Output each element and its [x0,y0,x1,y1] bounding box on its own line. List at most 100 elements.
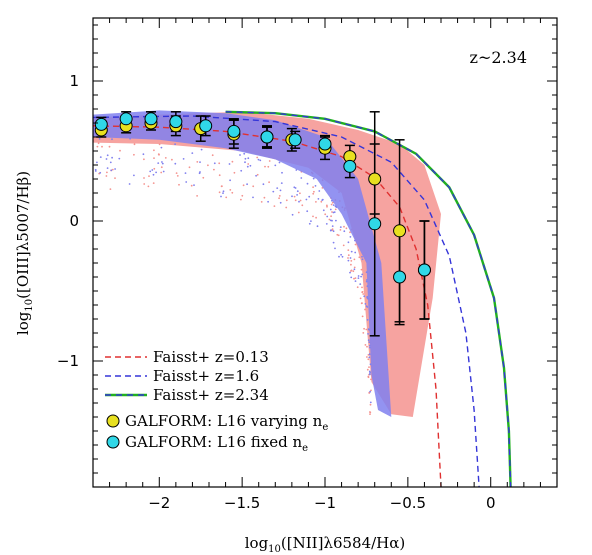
cloud-dot [218,162,221,165]
cloud-dot [361,291,364,293]
tick-labels: −2 −1.5 −1 −0.5 0 −1 0 1 [57,72,496,512]
cloud-dot [370,378,372,381]
legend-label: Faisst+ z=1.6 [153,367,259,385]
legend-label: GALFORM: L16 varying ne [125,412,328,433]
cloud-dot [306,182,309,185]
cloud-dot [160,171,163,174]
cloud-dot [310,220,312,223]
cloud-dot [365,271,368,274]
cloud-dot [361,286,363,289]
cloud-dot [368,341,371,344]
cloud-dot [365,328,368,331]
cloud-dot [184,172,187,175]
cloud-dot [175,172,178,175]
cloud-dot [262,183,265,186]
cloud-dot [252,185,255,188]
cloud-dot [247,163,250,165]
cloud-dot [369,401,372,404]
cloud-dot [314,185,317,187]
data-point-s1 [144,112,158,126]
cloud-dot [182,158,185,160]
cloud-dot [263,196,266,199]
cloud-dot [231,160,234,163]
cloud-dot [281,171,283,174]
cloud-dot [299,192,301,195]
cloud-dot [313,190,315,193]
cloud-dot [363,327,365,330]
cloud-dot [246,183,249,186]
cloud-dot [368,366,370,368]
cloud-dot [322,209,325,212]
y-axis-label: log10([OIII]λ5007/Hβ) [14,171,35,335]
cloud-dot [264,165,266,168]
cloud-dot [174,162,177,165]
cloud-dot [298,200,300,203]
cloud-dot [285,206,288,209]
cloud-dot [330,203,333,206]
cloud-dot [142,153,145,156]
cloud-dot [362,293,365,295]
cloud-dot [188,166,191,169]
cloud-dot [366,319,369,321]
cloud-dot [331,225,334,228]
cloud-dot [213,162,216,165]
cloud-dot [354,243,357,246]
cloud-dot [331,211,333,213]
cloud-dot [106,171,108,174]
cloud-dot [329,208,332,211]
cloud-dot [329,229,332,232]
cloud-dot [368,373,371,376]
cloud-dot [367,358,370,361]
cloud-dot [343,230,346,233]
cloud-dot [106,154,109,157]
cloud-dot [260,201,263,203]
cloud-dot [334,208,337,211]
data-point-s1 [318,137,332,151]
cloud-dot [233,171,236,174]
cloud-dot [343,225,345,228]
cloud-dot [229,189,232,191]
y-tick-label: 1 [69,72,79,90]
cloud-dot [211,154,214,157]
cloud-dot [350,260,353,262]
cloud-dot [342,244,345,247]
cloud-dot [369,346,371,349]
cloud-dot [118,157,121,160]
cloud-dot [152,173,155,176]
cloud-dot [331,199,333,202]
cloud-dot [353,277,355,280]
cloud-dot [354,239,356,242]
cloud-dot [353,268,356,271]
cloud-dot [176,175,179,177]
cloud-dot [341,255,344,258]
cloud-dot [350,263,352,266]
cloud-dot [367,328,370,331]
cloud-dot [308,222,311,225]
cloud-dot [111,138,113,141]
cloud-dot [354,280,357,282]
cloud-dot [153,167,156,170]
cloud-dot [339,229,342,231]
cloud-dot [349,231,351,234]
cloud-dot [296,190,299,193]
cloud-dot [360,275,362,278]
cloud-dot [331,219,333,222]
cloud-dot [301,204,304,207]
cloud-dot [367,333,369,335]
cloud-dot [244,157,247,160]
cloud-0 [93,111,441,418]
cloud-dot [229,179,232,182]
cloud-dot [368,344,371,347]
cloud-dot [368,356,371,359]
cloud-dot [291,213,294,216]
cloud-dot [246,165,249,168]
cloud-dot [129,137,132,140]
cloud-dot [315,216,317,219]
cloud-dot [278,197,280,200]
data-point-s1 [417,263,431,277]
cloud-dot [361,315,364,318]
cloud-dot [312,192,315,195]
cloud-dot [99,156,102,159]
cloud-dot [339,226,342,229]
cloud-dot [364,308,366,311]
